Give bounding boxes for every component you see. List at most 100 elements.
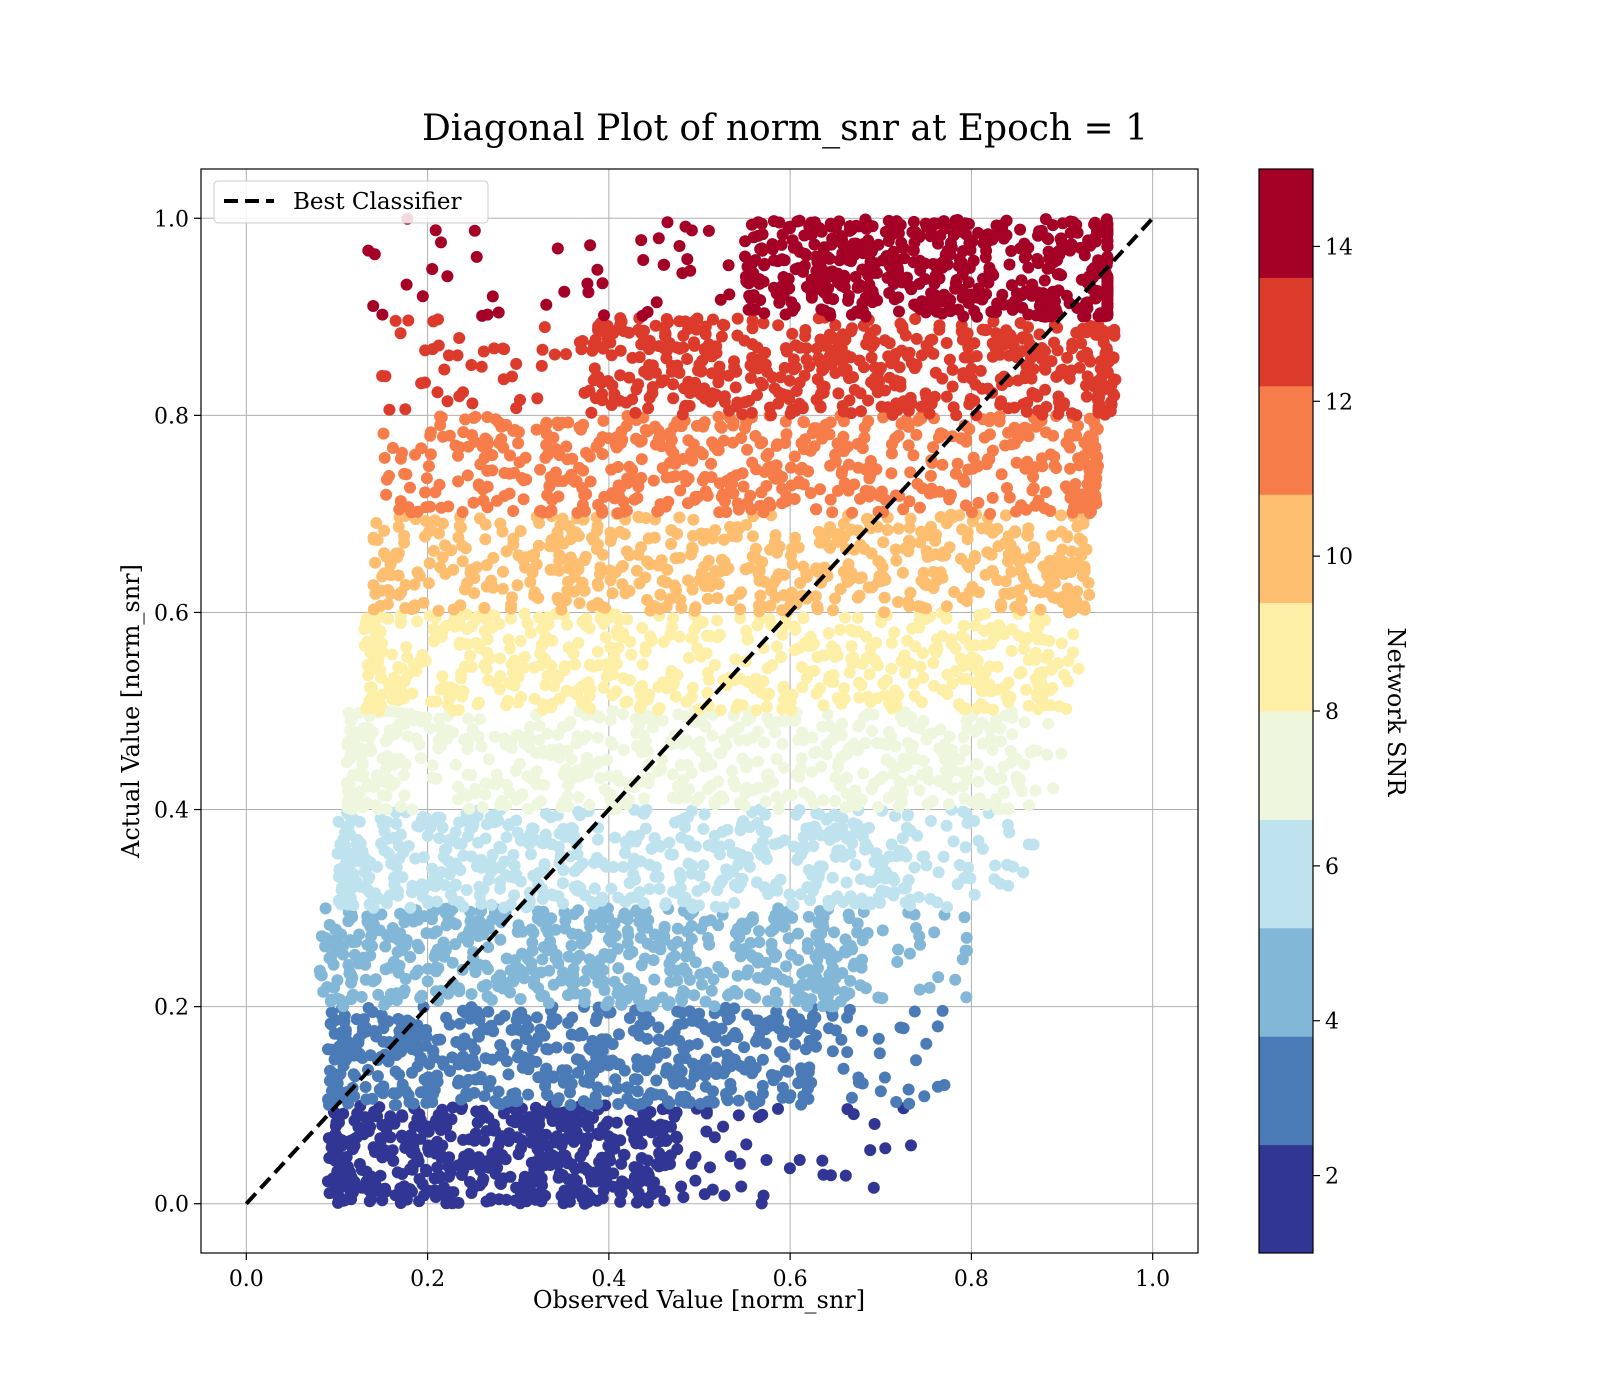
scatter-point xyxy=(690,323,703,336)
scatter-point xyxy=(1048,450,1061,463)
scatter-point xyxy=(1022,321,1034,334)
scatter-point xyxy=(1075,534,1088,547)
scatter-point xyxy=(566,1011,579,1024)
scatter-point xyxy=(907,677,920,690)
scatter-point xyxy=(712,410,725,423)
scatter-point xyxy=(457,733,470,746)
scatter-point xyxy=(623,460,636,473)
scatter-point xyxy=(848,957,861,970)
scatter-point xyxy=(525,963,538,976)
scatter-point xyxy=(541,489,554,502)
scatter-point xyxy=(1009,600,1022,613)
scatter-point xyxy=(783,888,796,901)
scatter-point xyxy=(423,722,436,735)
scatter-point xyxy=(367,1141,380,1154)
scatter-point xyxy=(968,888,981,901)
scatter-point xyxy=(633,1029,646,1042)
scatter-point xyxy=(581,964,594,977)
scatter-point xyxy=(337,1174,349,1186)
scatter-point xyxy=(482,753,495,766)
scatter-point xyxy=(746,530,759,543)
scatter-point xyxy=(706,1183,719,1196)
scatter-point xyxy=(871,373,884,385)
scatter-point xyxy=(534,505,546,518)
scatter-point xyxy=(817,424,830,437)
scatter-point xyxy=(583,1076,595,1089)
scatter-point xyxy=(688,623,701,636)
scatter-point xyxy=(597,975,610,988)
scatter-point xyxy=(736,752,749,765)
scatter-point xyxy=(1022,699,1035,712)
scatter-point xyxy=(902,596,915,609)
scatter-point xyxy=(439,567,452,580)
scatter-point xyxy=(986,350,999,363)
scatter-point xyxy=(778,761,790,774)
scatter-point xyxy=(533,1118,546,1131)
scatter-point xyxy=(817,794,830,807)
scatter-point xyxy=(956,780,969,793)
scatter-point xyxy=(600,999,613,1012)
scatter-point xyxy=(476,801,489,814)
scatter-point xyxy=(694,650,707,663)
scatter-point xyxy=(494,652,506,665)
scatter-point xyxy=(641,1154,654,1167)
scatter-point xyxy=(436,728,449,741)
scatter-point xyxy=(672,1061,685,1074)
scatter-point xyxy=(596,856,609,869)
scatter-point xyxy=(348,1139,361,1152)
scatter-point xyxy=(762,447,775,460)
scatter-point xyxy=(1070,409,1083,422)
scatter-point xyxy=(631,1165,644,1178)
scatter-point xyxy=(725,471,738,484)
scatter-point xyxy=(818,380,831,393)
scatter-point xyxy=(673,630,686,643)
scatter-point xyxy=(390,817,403,830)
scatter-point xyxy=(433,478,446,491)
scatter-point xyxy=(701,489,714,502)
scatter-point xyxy=(834,623,847,636)
scatter-point xyxy=(696,448,709,461)
scatter-point xyxy=(1064,601,1077,614)
scatter-point xyxy=(666,679,679,692)
scatter-point xyxy=(565,831,578,844)
scatter-point xyxy=(686,1014,699,1027)
scatter-point xyxy=(578,489,591,502)
scatter-point xyxy=(623,326,636,339)
scatter-point xyxy=(995,601,1007,614)
scatter-point xyxy=(931,896,944,909)
scatter-point xyxy=(829,319,842,332)
scatter-point xyxy=(1000,691,1013,704)
scatter-point xyxy=(565,1028,578,1041)
scatter-point xyxy=(750,1034,763,1046)
scatter-point xyxy=(771,546,783,559)
scatter-point xyxy=(686,454,699,467)
scatter-point xyxy=(490,677,503,689)
scatter-point xyxy=(752,755,765,768)
scatter-point xyxy=(617,495,630,508)
scatter-point xyxy=(480,1023,492,1035)
scatter-point xyxy=(700,1125,713,1138)
scatter-point xyxy=(717,533,730,546)
scatter-point xyxy=(420,812,433,825)
scatter-point xyxy=(604,526,617,539)
scatter-point xyxy=(479,518,492,531)
scatter-point xyxy=(1018,421,1031,434)
scatter-point xyxy=(890,397,903,410)
scatter-point xyxy=(995,333,1008,346)
scatter-point xyxy=(790,994,803,1007)
scatter-point xyxy=(1055,509,1067,522)
scatter-point xyxy=(777,683,790,696)
scatter-point xyxy=(883,697,896,710)
scatter-point xyxy=(480,580,493,593)
scatter-point xyxy=(877,411,890,424)
scatter-point xyxy=(493,840,506,853)
scatter-point xyxy=(960,595,973,607)
scatter-point xyxy=(568,908,581,921)
scatter-point xyxy=(558,664,571,677)
scatter-point xyxy=(416,1178,429,1191)
scatter-point xyxy=(763,687,776,700)
scatter-point xyxy=(606,689,619,702)
scatter-point xyxy=(603,770,616,783)
scatter-point xyxy=(685,920,698,932)
scatter-point xyxy=(362,669,375,682)
